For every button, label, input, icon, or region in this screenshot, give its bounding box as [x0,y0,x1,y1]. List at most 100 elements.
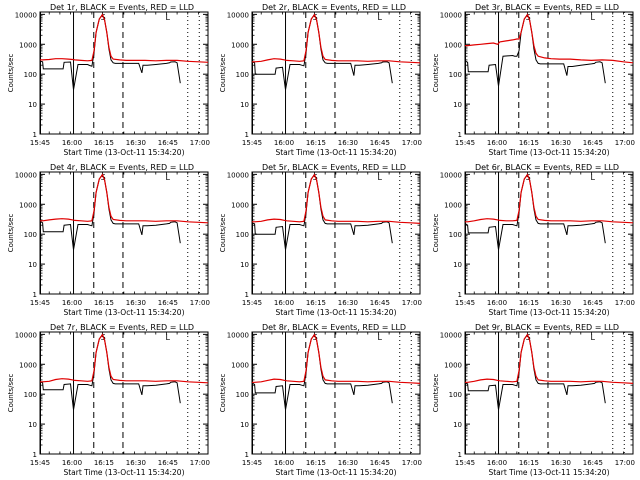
x-tick-label: 16:00 [274,299,294,307]
x-tick-label: 17:00 [402,459,422,467]
lld-series-line [465,13,633,64]
panel-title: Det 5r, BLACK = Events, RED = LLD [262,163,406,172]
x-tick-label: 16:15 [519,459,539,467]
top-symbol: L [165,13,170,22]
detector-panel-8: Det 8r, BLACK = Events, RED = LLD 1 10 100 1… [219,323,422,477]
x-tick-label: 15:45 [242,459,262,467]
detector-panel-7: Det 7r, BLACK = Events, RED = LLD 1 10 100 1… [7,323,210,477]
x-tick-label: 17:00 [402,139,422,147]
x-tick-label: 16:15 [94,299,114,307]
y-tick-label: 1000 [444,41,462,49]
x-tick-label: 15:45 [30,139,50,147]
x-tick-label: 16:00 [274,139,294,147]
panel-title: Det 8r, BLACK = Events, RED = LLD [262,323,406,332]
y-tick-label: 1 [33,291,37,299]
y-tick-label: 100 [236,71,249,79]
lld-series-line [40,173,208,224]
y-tick-label: 10000 [227,11,249,19]
y-tick-label: 1 [33,131,37,139]
y-tick-label: 10000 [440,11,462,19]
x-tick-label: 16:45 [370,299,390,307]
y-tick-label: 10000 [227,331,249,339]
top-symbol: L [377,173,382,182]
y-tick-label: 100 [236,231,249,239]
x-tick-label: 16:30 [551,459,571,467]
x-tick-label: 16:00 [274,459,294,467]
x-tick-label: 16:30 [551,299,571,307]
x-tick-label: 16:45 [583,299,603,307]
y-tick-label: 1000 [231,41,249,49]
series-group [465,13,633,87]
top-symbol: L [377,13,382,22]
x-tick-label: 16:15 [306,459,326,467]
x-tick-label: 16:30 [126,299,146,307]
series-group [252,173,420,250]
y-axis-label: Counts/sec [7,374,15,413]
lld-series-line [40,333,208,384]
y-tick-label: 10000 [440,171,462,179]
y-tick-label: 1 [33,451,37,459]
panel-title: Det 4r, BLACK = Events, RED = LLD [50,163,194,172]
x-axis-label: Start Time (13-Oct-11 15:34:20) [63,308,184,317]
x-axis-label: Start Time (13-Oct-11 15:34:20) [488,308,609,317]
top-symbol: L [377,333,382,342]
y-tick-label: 100 [24,391,37,399]
x-tick-label: 16:15 [519,139,539,147]
y-tick-label: 1000 [19,201,37,209]
x-tick-label: 17:00 [615,299,635,307]
panel-title: Det 6r, BLACK = Events, RED = LLD [475,163,619,172]
x-tick-label: 16:45 [583,459,603,467]
lld-series-line [252,333,420,384]
x-tick-label: 15:45 [455,459,475,467]
y-tick-label: 1000 [19,41,37,49]
y-tick-label: 100 [449,391,462,399]
detector-panel-1: Det 1r, BLACK = Events, RED = LLD 1 10 100 1… [7,3,210,157]
y-tick-label: 10 [28,421,37,429]
series-group [465,173,633,250]
y-tick-label: 1 [458,451,462,459]
y-tick-label: 10 [28,101,37,109]
top-symbol: L [165,173,170,182]
y-axis-label: Counts/sec [432,374,440,413]
detector-panel-5: Det 5r, BLACK = Events, RED = LLD 1 10 100 1… [219,163,422,317]
x-tick-label: 16:30 [338,139,358,147]
y-tick-label: 10 [240,261,249,269]
lld-series-line [252,13,420,64]
y-tick-label: 1 [245,291,249,299]
detector-panel-6: Det 6r, BLACK = Events, RED = LLD 1 10 100 1… [432,163,635,317]
y-axis-label: Counts/sec [432,214,440,253]
x-tick-label: 16:30 [551,139,571,147]
panel-title: Det 7r, BLACK = Events, RED = LLD [50,323,194,332]
y-axis-label: Counts/sec [7,214,15,253]
detector-panel-2: Det 2r, BLACK = Events, RED = LLD 1 10 100 1… [219,3,422,157]
x-tick-label: 15:45 [30,299,50,307]
y-tick-label: 100 [449,231,462,239]
y-tick-label: 1000 [19,361,37,369]
x-axis-label: Start Time (13-Oct-11 15:34:20) [488,148,609,157]
y-tick-label: 1 [245,451,249,459]
x-tick-label: 16:30 [126,139,146,147]
x-tick-label: 16:00 [487,299,507,307]
y-tick-label: 10 [453,421,462,429]
y-tick-label: 1000 [231,201,249,209]
x-tick-label: 16:00 [62,139,82,147]
y-tick-label: 10 [240,101,249,109]
y-tick-label: 1000 [231,361,249,369]
x-tick-label: 16:15 [306,299,326,307]
x-axis-label: Start Time (13-Oct-11 15:34:20) [488,468,609,477]
series-group [40,173,208,250]
x-tick-label: 16:30 [338,459,358,467]
y-axis-label: Counts/sec [219,54,227,93]
x-axis-label: Start Time (13-Oct-11 15:34:20) [275,308,396,317]
top-symbol: L [590,13,595,22]
y-tick-label: 10000 [15,11,37,19]
x-tick-label: 15:45 [242,139,262,147]
top-symbol: L [590,173,595,182]
x-tick-label: 16:00 [62,459,82,467]
x-tick-label: 16:00 [487,459,507,467]
y-tick-label: 1 [458,131,462,139]
x-tick-label: 16:45 [370,139,390,147]
lld-series-line [40,13,208,63]
